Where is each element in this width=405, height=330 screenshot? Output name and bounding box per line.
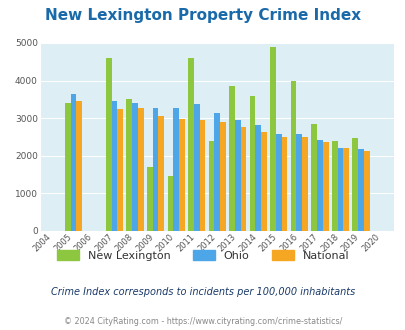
Text: New Lexington Property Crime Index: New Lexington Property Crime Index <box>45 8 360 23</box>
Bar <box>352 138 357 231</box>
Bar <box>188 58 193 231</box>
Bar <box>343 148 348 231</box>
Bar <box>214 113 220 231</box>
Bar <box>331 142 337 231</box>
Bar <box>255 125 260 231</box>
Bar <box>199 120 205 231</box>
Bar <box>357 149 363 231</box>
Legend: New Lexington, Ohio, National: New Lexington, Ohio, National <box>56 250 349 260</box>
Bar <box>152 108 158 231</box>
Bar <box>311 124 316 231</box>
Bar <box>270 47 275 231</box>
Bar <box>363 151 369 231</box>
Bar <box>111 101 117 231</box>
Bar <box>193 104 199 231</box>
Bar <box>296 134 301 231</box>
Text: © 2024 CityRating.com - https://www.cityrating.com/crime-statistics/: © 2024 CityRating.com - https://www.city… <box>64 317 341 326</box>
Bar <box>70 94 76 231</box>
Bar <box>65 103 70 231</box>
Bar <box>76 101 82 231</box>
Bar <box>275 134 281 231</box>
Bar <box>220 122 225 231</box>
Bar <box>301 137 307 231</box>
Bar <box>132 103 138 231</box>
Bar <box>316 140 322 231</box>
Bar <box>281 137 287 231</box>
Bar <box>167 177 173 231</box>
Bar <box>228 86 234 231</box>
Text: Crime Index corresponds to incidents per 100,000 inhabitants: Crime Index corresponds to incidents per… <box>51 287 354 297</box>
Bar <box>126 99 132 231</box>
Bar <box>138 108 143 231</box>
Bar <box>208 141 214 231</box>
Bar <box>179 119 184 231</box>
Bar <box>158 116 164 231</box>
Bar <box>290 81 296 231</box>
Bar <box>117 109 123 231</box>
Bar <box>173 108 179 231</box>
Bar <box>260 132 266 231</box>
Bar <box>337 148 343 231</box>
Bar <box>249 96 255 231</box>
Bar <box>322 142 328 231</box>
Bar <box>106 58 111 231</box>
Bar <box>234 120 240 231</box>
Bar <box>240 127 246 231</box>
Bar <box>147 167 152 231</box>
